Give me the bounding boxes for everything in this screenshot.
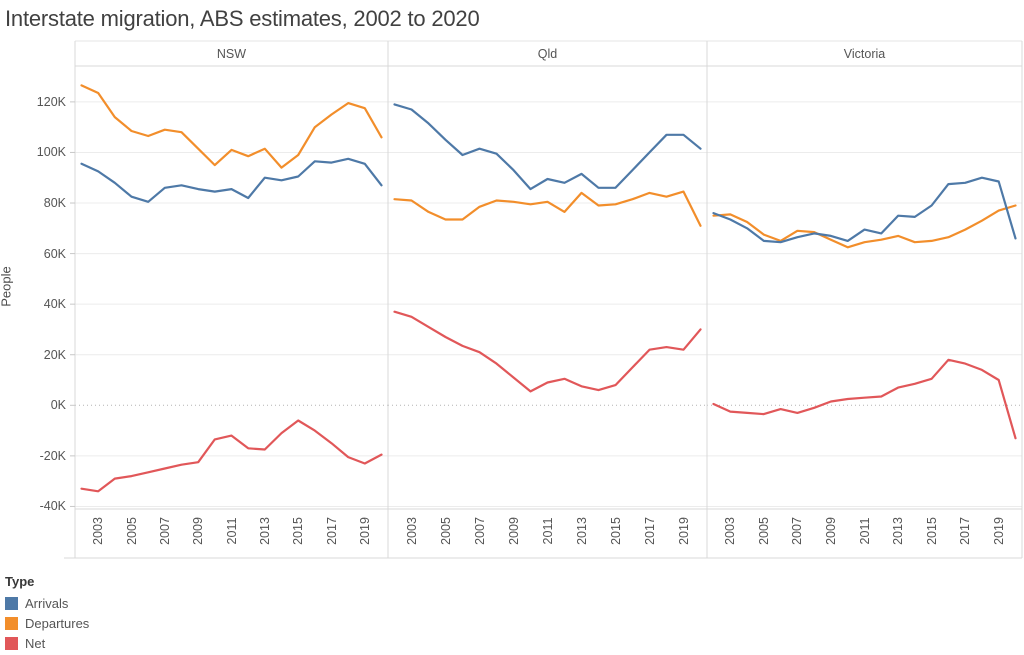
x-tick-label: 2003 (404, 517, 419, 545)
line-nsw-net[interactable] (80, 419, 383, 493)
line-qld-net[interactable] (393, 310, 702, 393)
x-tick-label: 2015 (291, 517, 306, 545)
x-tick-label: 2009 (823, 517, 838, 545)
y-tick-label: -40K (39, 499, 66, 514)
panel-header-nsw: NSW (216, 47, 247, 61)
x-tick-label: 2007 (157, 517, 172, 545)
x-tick-label: 2009 (506, 517, 521, 545)
x-tick-label: 2007 (790, 517, 805, 545)
x-tick-label: 2013 (257, 517, 272, 545)
x-tick-label: 2017 (642, 517, 657, 545)
x-tick-label: 2011 (224, 517, 239, 545)
x-tick-label: 2013 (891, 517, 906, 545)
departures-swatch-icon (5, 616, 18, 630)
y-tick-label: 80K (43, 196, 66, 210)
legend: Type Arrivals Departures Net (5, 574, 89, 653)
x-tick-label: 2007 (472, 517, 487, 545)
y-tick-label: -20K (39, 448, 66, 463)
line-nsw-departures[interactable] (80, 84, 383, 169)
x-tick-label: 2019 (676, 517, 691, 545)
y-tick-label: 20K (43, 347, 66, 362)
legend-item-net[interactable]: Net (5, 633, 89, 653)
x-tick-label: 2005 (438, 517, 453, 545)
x-tick-label: 2017 (324, 517, 339, 545)
y-tick-label: 60K (43, 246, 66, 261)
y-tick-label: 0K (50, 398, 66, 413)
panel-header-qld: Qld (537, 47, 558, 61)
arrivals-swatch-icon (5, 596, 18, 610)
x-tick-label: 2013 (574, 517, 589, 545)
line-victoria-arrivals[interactable] (712, 176, 1017, 244)
legend-title: Type (5, 574, 35, 589)
x-tick-label: 2011 (540, 517, 555, 545)
x-tick-label: 2003 (91, 517, 106, 545)
net-swatch-icon (5, 636, 18, 650)
line-qld-arrivals[interactable] (393, 103, 702, 191)
line-nsw-arrivals[interactable] (80, 157, 383, 203)
x-tick-label: 2015 (924, 517, 939, 545)
line-victoria-net[interactable] (712, 358, 1017, 440)
line-qld-departures[interactable] (393, 190, 702, 227)
legend-item-departures[interactable]: Departures (5, 613, 89, 633)
x-tick-label: 2019 (991, 517, 1006, 545)
line-victoria-departures[interactable] (712, 204, 1017, 249)
panel-header-victoria: Victoria (843, 47, 886, 61)
x-tick-label: 2011 (857, 517, 872, 545)
y-tick-label: 100K (36, 145, 66, 160)
y-tick-label: 40K (43, 297, 66, 312)
x-tick-label: 2009 (191, 517, 206, 545)
legend-item-arrivals[interactable]: Arrivals (5, 593, 89, 613)
x-tick-label: 2015 (608, 517, 623, 545)
x-tick-label: 2005 (756, 517, 771, 545)
y-tick-label: 120K (36, 94, 66, 109)
x-tick-label: 2017 (958, 517, 973, 545)
x-tick-label: 2019 (357, 517, 372, 545)
x-tick-label: 2005 (124, 517, 139, 545)
x-tick-label: 2003 (723, 517, 738, 545)
page-title: Interstate migration, ABS estimates, 200… (5, 6, 480, 31)
